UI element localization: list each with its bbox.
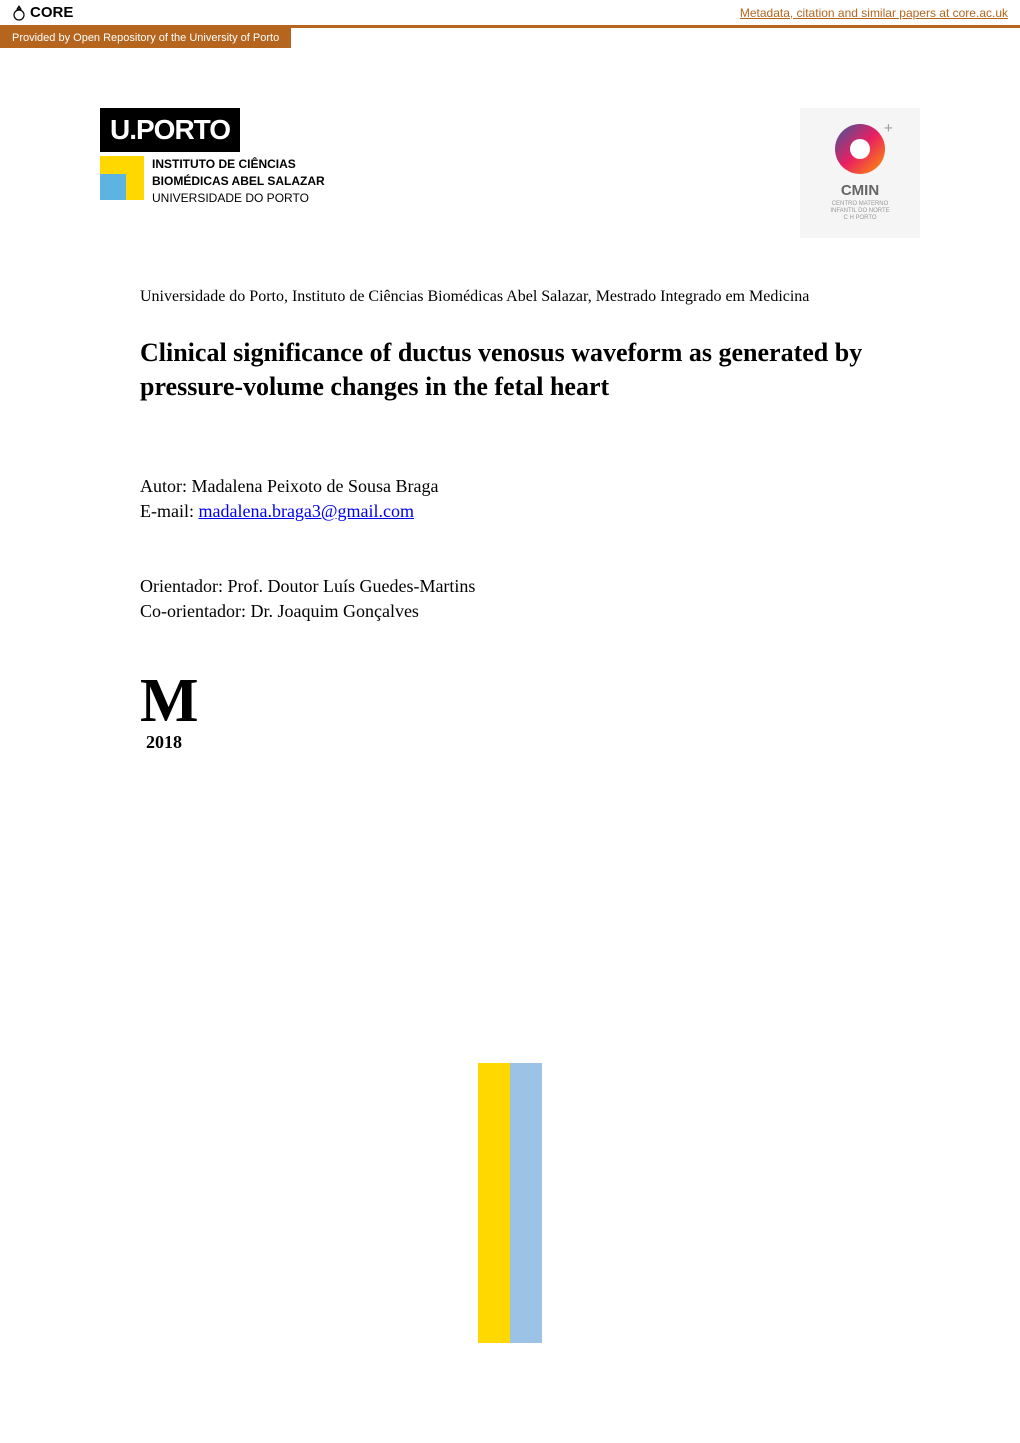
color-bars bbox=[478, 1063, 542, 1343]
paper-title: Clinical significance of ductus venosus … bbox=[100, 336, 920, 404]
coorientador-line: Co-orientador: Dr. Joaquim Gonçalves bbox=[140, 599, 920, 624]
cmin-logo: + CMIN CENTRO MATERNO INFANTIL DO NORTE … bbox=[800, 108, 920, 238]
core-brand-text: CORE bbox=[30, 4, 73, 21]
m-letter: M bbox=[140, 674, 920, 730]
cmin-sub3: C H PORTO bbox=[830, 215, 889, 222]
m-year: 2018 bbox=[140, 732, 920, 753]
cmin-label: CMIN bbox=[841, 182, 879, 199]
m-mark: M 2018 bbox=[100, 674, 920, 753]
uporto-line3: UNIVERSIDADE DO PORTO bbox=[152, 190, 325, 207]
email-line: E-mail: madalena.braga3@gmail.com bbox=[140, 499, 920, 524]
uporto-color-square bbox=[100, 156, 144, 200]
core-metadata-link[interactable]: Metadata, citation and similar papers at… bbox=[740, 6, 1008, 20]
supervisor-block: Orientador: Prof. Doutor Luís Guedes-Mar… bbox=[100, 574, 920, 624]
cmin-subtext: CENTRO MATERNO INFANTIL DO NORTE C H POR… bbox=[830, 201, 889, 223]
core-provided-by: Provided by Open Repository of the Unive… bbox=[0, 28, 291, 48]
cmin-circle-icon: + bbox=[835, 124, 885, 174]
uporto-badge: U.PORTO bbox=[100, 108, 240, 152]
author-email-link[interactable]: madalena.braga3@gmail.com bbox=[198, 501, 414, 521]
uporto-logo: U.PORTO INSTITUTO DE CIÊNCIAS BIOMÉDICAS… bbox=[100, 108, 330, 218]
email-label: E-mail: bbox=[140, 501, 198, 521]
logos-row: U.PORTO INSTITUTO DE CIÊNCIAS BIOMÉDICAS… bbox=[100, 108, 920, 238]
cmin-sub2: INFANTIL DO NORTE bbox=[830, 208, 889, 215]
cmin-sub1: CENTRO MATERNO bbox=[830, 201, 889, 208]
orientador-line: Orientador: Prof. Doutor Luís Guedes-Mar… bbox=[140, 574, 920, 599]
author-block: Autor: Madalena Peixoto de Sousa Braga E… bbox=[100, 474, 920, 524]
uporto-color-square-inner bbox=[100, 174, 126, 200]
core-banner: CORE Metadata, citation and similar pape… bbox=[0, 0, 1020, 48]
uporto-institute-block: INSTITUTO DE CIÊNCIAS BIOMÉDICAS ABEL SA… bbox=[100, 156, 330, 206]
uporto-line1: INSTITUTO DE CIÊNCIAS bbox=[152, 156, 325, 173]
bar-yellow bbox=[478, 1063, 510, 1343]
core-logo: CORE bbox=[12, 4, 73, 21]
uporto-institute-lines: INSTITUTO DE CIÊNCIAS BIOMÉDICAS ABEL SA… bbox=[152, 156, 325, 206]
institution-line: Universidade do Porto, Instituto de Ciên… bbox=[100, 288, 920, 306]
uporto-line2: BIOMÉDICAS ABEL SALAZAR bbox=[152, 173, 325, 190]
core-banner-top: CORE Metadata, citation and similar pape… bbox=[0, 0, 1020, 28]
bar-blue bbox=[510, 1063, 542, 1343]
page-content: U.PORTO INSTITUTO DE CIÊNCIAS BIOMÉDICAS… bbox=[0, 48, 1020, 753]
core-icon bbox=[12, 5, 26, 21]
author-line: Autor: Madalena Peixoto de Sousa Braga bbox=[140, 474, 920, 499]
